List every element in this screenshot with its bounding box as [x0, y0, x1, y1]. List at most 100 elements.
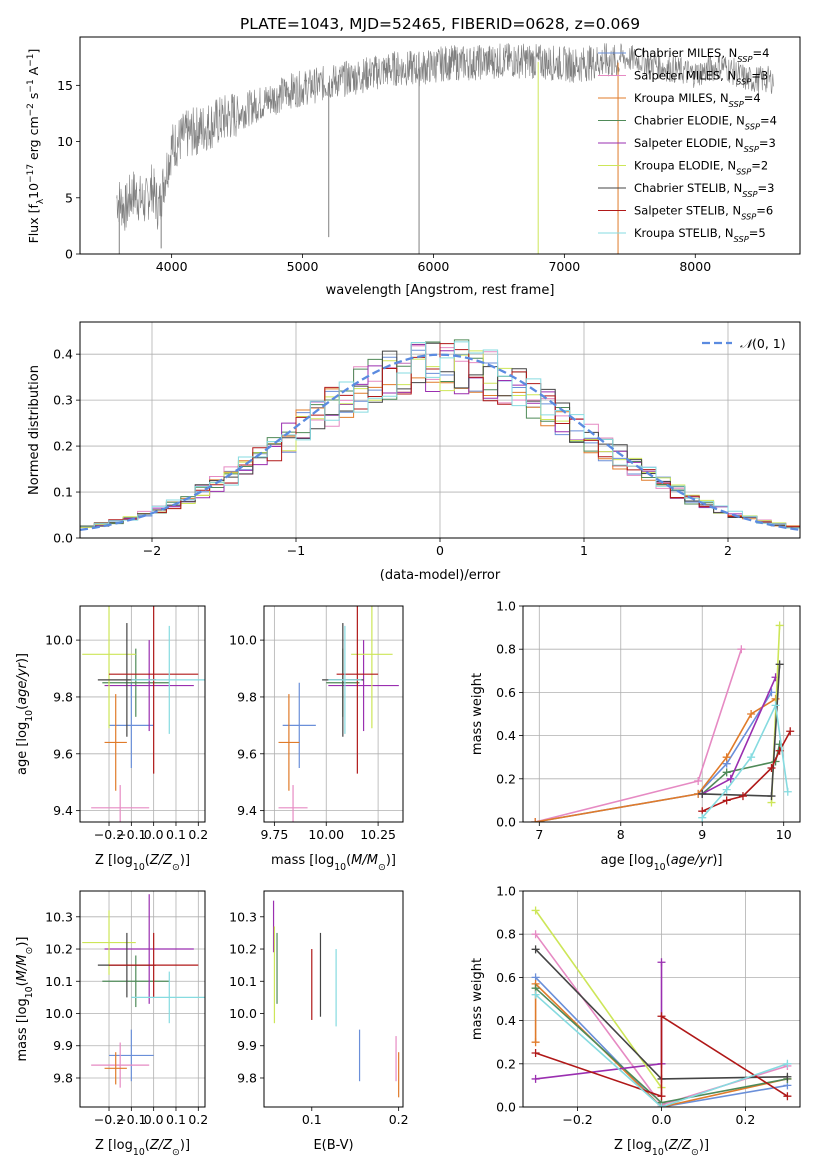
- x-tick-label: −0.1: [116, 827, 146, 842]
- y-tick-label: 9.8: [53, 1070, 73, 1085]
- x-axis-label: E(B-V): [313, 1138, 353, 1153]
- text-fragment: age [log: [600, 853, 653, 868]
- series-line: [534, 909, 663, 1089]
- text-fragment: (: [15, 705, 30, 710]
- plus-marker: [783, 1072, 792, 1081]
- y-tick-label: 9.8: [53, 689, 73, 704]
- plus-marker: [657, 1103, 666, 1107]
- data-point: [282, 682, 316, 768]
- y-tick-label: 9.9: [237, 1038, 257, 1053]
- text-fragment: 10: [133, 1147, 145, 1158]
- legend-entry: Kroupa ELODIE, NSSP=2: [634, 159, 768, 177]
- text-fragment: Z [log: [95, 853, 133, 868]
- panel-spectrum: 4000 5000 6000 7000 8000 0 5 10 15 wavelength [An…: [26, 36, 801, 298]
- y-tick-label: 10.0: [45, 1006, 73, 1021]
- x-axis-label: (data-model)/error: [380, 568, 501, 583]
- text-fragment: (: [15, 981, 30, 986]
- plus-marker: [531, 1074, 540, 1083]
- plus-marker: [738, 792, 747, 801]
- axes-frame: [79, 36, 801, 255]
- data-point: [102, 955, 170, 1008]
- x-axis-label: age [log10(age/yr)]: [600, 853, 722, 873]
- series-8: [698, 701, 792, 822]
- text-fragment: ⊙: [691, 1147, 699, 1158]
- data-point: [82, 606, 136, 729]
- text-fragment: SSP: [742, 189, 757, 199]
- text-fragment: erg cm: [26, 116, 41, 164]
- data-point: [109, 682, 154, 768]
- data-point: [328, 640, 399, 732]
- series-line: [535, 994, 788, 1107]
- y-tick-label: 9.6: [53, 746, 73, 761]
- legend-entry: Salpeter MILES, NSSP=3: [634, 69, 768, 87]
- x-tick-label: 8: [617, 827, 625, 842]
- y-tick-label: 10.1: [229, 974, 257, 989]
- y-tick-label: 0.6: [496, 970, 516, 985]
- text-fragment: SSP: [736, 167, 751, 177]
- text-fragment: age/yr: [15, 661, 30, 704]
- y-axis-label: mass [log10(M/M⊙)]: [15, 937, 35, 1062]
- y-tick-label: 0.0: [53, 531, 73, 546]
- plus-marker: [722, 753, 731, 762]
- spectrum-data-tail: [619, 43, 775, 94]
- text-fragment: mass [log: [271, 853, 334, 868]
- plus-marker: [698, 789, 707, 798]
- text-fragment: =5: [749, 226, 766, 240]
- text-fragment: SSP: [737, 54, 752, 64]
- data-point: [131, 971, 205, 1024]
- plus-marker: [722, 785, 731, 794]
- text-fragment: 10: [654, 862, 666, 873]
- plus-marker: [722, 768, 731, 777]
- data-point: [109, 1029, 154, 1082]
- y-tick-label: 0.2: [496, 771, 516, 786]
- text-fragment: =4: [760, 114, 777, 128]
- series-6: [698, 660, 784, 801]
- y-tick-label: 9.8: [237, 1070, 257, 1085]
- text-fragment: )]: [15, 937, 30, 947]
- axes-frame: [263, 890, 404, 1108]
- plus-marker: [531, 906, 540, 915]
- series-0: [531, 688, 776, 822]
- text-fragment: −2: [26, 103, 36, 116]
- axes-frame: [79, 605, 206, 823]
- x-tick-label: 1: [580, 543, 588, 558]
- text-fragment: =4: [744, 91, 761, 105]
- text-fragment: SSP: [736, 77, 751, 87]
- y-tick-label: 10.3: [229, 909, 257, 924]
- plot-area: [82, 606, 205, 822]
- spectrum-data-line: [116, 43, 620, 231]
- x-axis-label: Z [log10(Z/Z⊙)]: [95, 853, 190, 873]
- plus-marker: [657, 1012, 666, 1021]
- plus-marker: [775, 621, 784, 630]
- x-tick-label: 0.2: [188, 827, 208, 842]
- x-tick-label: −0.2: [94, 1112, 124, 1127]
- text-fragment: Z/Z: [668, 1138, 692, 1153]
- y-tick-label: 9.6: [237, 746, 257, 761]
- data-point: [91, 785, 150, 822]
- y-tick-label: 0: [65, 247, 73, 262]
- plus-marker: [767, 764, 776, 772]
- text-fragment: (: [145, 1138, 150, 1153]
- plot-area: [278, 606, 399, 822]
- plus-marker: [657, 1092, 666, 1101]
- x-tick-label: 0: [436, 543, 444, 558]
- x-axis-label: wavelength [Angstrom, rest frame]: [326, 283, 555, 298]
- y-tick-label: 5: [65, 190, 73, 205]
- plus-marker: [531, 1049, 540, 1057]
- text-fragment: SSP: [741, 212, 756, 222]
- plus-marker: [786, 727, 795, 736]
- x-tick-label: −0.2: [562, 1112, 592, 1127]
- y-tick-label: 0.2: [53, 439, 73, 454]
- panel-residual-histogram: −2 −1 0 1 2 0.0 0.1 0.2 0.3 0.4 𝒩(0, 1) (data-model…: [27, 321, 801, 583]
- plus-marker: [531, 818, 540, 822]
- y-tick-label: 9.8: [237, 689, 257, 704]
- x-tick-label: 10: [776, 827, 792, 842]
- y-axis-label: mass weight: [470, 673, 485, 755]
- panel-mass-weight-vs-Z: −0.2 0.0 0.2 0.0 0.2 0.4 0.6 0.8 1.0 Z [log10(Z/Z…: [470, 884, 801, 1158]
- series-line: [701, 744, 781, 795]
- plus-marker: [775, 660, 784, 669]
- x-tick-label: −2: [143, 543, 161, 558]
- y-tick-label: 0.4: [53, 347, 73, 362]
- text-fragment: (: [666, 853, 671, 868]
